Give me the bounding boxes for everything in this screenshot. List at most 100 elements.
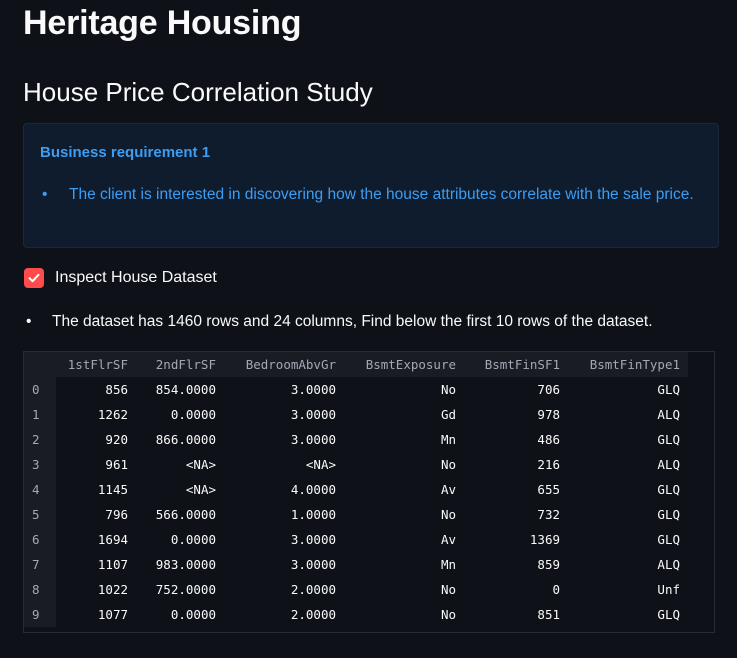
table-row: 1 1262 0.0000 3.0000 Gd 978 ALQ [24, 402, 688, 427]
table-cell[interactable]: 3.0000 [290, 432, 336, 447]
table-cell[interactable]: GLQ [657, 382, 680, 397]
row-index: 7 [24, 552, 56, 577]
table-row: 4 1145 <NA> 4.0000 Av 655 GLQ [24, 477, 688, 502]
info-box-list-item: • The client is interested in discoverin… [40, 182, 700, 207]
table-cell[interactable]: ALQ [657, 557, 680, 572]
table-corner-cell [24, 352, 56, 377]
row-index: 6 [24, 527, 56, 552]
table-cell[interactable]: ALQ [657, 457, 680, 472]
table-cell[interactable]: 732 [537, 507, 560, 522]
table-cell[interactable]: Av [440, 532, 456, 547]
table-cell[interactable]: Gd [440, 407, 456, 422]
table-cell[interactable]: 1077 [97, 607, 128, 622]
table-cell[interactable]: 752.0000 [155, 582, 216, 597]
table-cell[interactable]: Unf [657, 582, 680, 597]
inspect-dataset-checkbox[interactable]: Inspect House Dataset [24, 266, 217, 290]
table-row: 9 1077 0.0000 2.0000 No 851 GLQ [24, 602, 688, 627]
table-cell[interactable]: 1369 [529, 532, 560, 547]
table-cell[interactable]: 1694 [97, 532, 128, 547]
page-title: House Price Correlation Study [23, 77, 373, 107]
app-title: Heritage Housing [23, 4, 302, 42]
table-row: 5 796 566.0000 1.0000 No 732 GLQ [24, 502, 688, 527]
table-cell[interactable]: Mn [440, 557, 456, 572]
row-index: 2 [24, 427, 56, 452]
table-cell[interactable]: GLQ [657, 532, 680, 547]
dataset-description-text: The dataset has 1460 rows and 24 columns… [52, 313, 653, 330]
row-index: 4 [24, 477, 56, 502]
table-cell[interactable]: 0.0000 [170, 607, 216, 622]
table-cell[interactable]: 2.0000 [290, 607, 336, 622]
table-cell[interactable]: 3.0000 [290, 407, 336, 422]
table-cell[interactable]: GLQ [657, 432, 680, 447]
dataframe-table[interactable]: 1stFlrSF 2ndFlrSF BedroomAbvGr BsmtExpos… [23, 351, 715, 633]
table-cell[interactable]: 978 [537, 407, 560, 422]
info-box-heading: Business requirement 1 [40, 144, 211, 161]
table-cell[interactable]: 0.0000 [170, 407, 216, 422]
table-cell[interactable]: GLQ [657, 607, 680, 622]
table-cell[interactable]: 216 [537, 457, 560, 472]
table-cell[interactable]: Mn [440, 432, 456, 447]
row-index: 5 [24, 502, 56, 527]
table-row: 0 856 854.0000 3.0000 No 706 GLQ [24, 377, 688, 402]
table-cell[interactable]: 1.0000 [290, 507, 336, 522]
column-header[interactable]: BsmtFinSF1 [464, 352, 568, 377]
table-cell[interactable]: GLQ [657, 482, 680, 497]
table-cell[interactable]: 854.0000 [155, 382, 216, 397]
table-cell[interactable]: No [440, 607, 456, 622]
table-cell[interactable]: 983.0000 [155, 557, 216, 572]
table-cell[interactable]: 706 [537, 382, 560, 397]
table-cell[interactable]: Av [440, 482, 456, 497]
table-cell[interactable]: 961 [105, 457, 128, 472]
table-cell[interactable]: 796 [105, 507, 128, 522]
table-cell[interactable]: 486 [537, 432, 560, 447]
column-header[interactable]: 1stFlrSF [56, 352, 136, 377]
dataset-description-item: • The dataset has 1460 rows and 24 colum… [23, 311, 653, 333]
checkbox-box[interactable] [24, 268, 44, 288]
table-cell[interactable]: <NA> [185, 457, 216, 472]
table-cell[interactable]: 0.0000 [170, 532, 216, 547]
table-cell[interactable]: No [440, 582, 456, 597]
table-cell[interactable]: 1107 [97, 557, 128, 572]
table-cell[interactable]: 4.0000 [290, 482, 336, 497]
table-cell[interactable]: <NA> [305, 457, 336, 472]
table-cell[interactable]: No [440, 457, 456, 472]
table-cell[interactable]: 2.0000 [290, 582, 336, 597]
table-cell[interactable]: ALQ [657, 407, 680, 422]
table-cell[interactable]: 3.0000 [290, 557, 336, 572]
table-row: 7 1107 983.0000 3.0000 Mn 859 ALQ [24, 552, 688, 577]
row-index: 8 [24, 577, 56, 602]
info-box-list-item-text: The client is interested in discovering … [69, 186, 694, 203]
table-cell[interactable]: <NA> [185, 482, 216, 497]
table-cell[interactable]: 566.0000 [155, 507, 216, 522]
table-header-row: 1stFlrSF 2ndFlrSF BedroomAbvGr BsmtExpos… [24, 352, 688, 377]
column-header[interactable]: BedroomAbvGr [224, 352, 344, 377]
table-cell[interactable]: 1145 [97, 482, 128, 497]
table-cell[interactable]: 1262 [97, 407, 128, 422]
info-box-list: • The client is interested in discoverin… [40, 182, 700, 207]
table-cell[interactable]: GLQ [657, 507, 680, 522]
checkbox-label[interactable]: Inspect House Dataset [55, 269, 217, 286]
table-cell[interactable]: 3.0000 [290, 532, 336, 547]
table-cell[interactable]: 851 [537, 607, 560, 622]
table-cell[interactable]: 0 [552, 582, 560, 597]
dataset-description-list: • The dataset has 1460 rows and 24 colum… [23, 311, 653, 333]
table-cell[interactable]: 1022 [97, 582, 128, 597]
business-requirement-info-box: Business requirement 1 • The client is i… [23, 123, 719, 248]
table-cell[interactable]: 866.0000 [155, 432, 216, 447]
table-cell[interactable]: 655 [537, 482, 560, 497]
row-index: 9 [24, 602, 56, 627]
table-cell[interactable]: No [440, 382, 456, 397]
table-cell[interactable]: 3.0000 [290, 382, 336, 397]
table-cell[interactable]: 859 [537, 557, 560, 572]
table-cell[interactable]: No [440, 507, 456, 522]
table-cell[interactable]: 920 [105, 432, 128, 447]
bullet-icon: • [42, 186, 48, 203]
checkmark-icon [28, 273, 40, 283]
bullet-icon: • [26, 313, 32, 330]
column-header[interactable]: BsmtFinType1 [568, 352, 688, 377]
column-header[interactable]: 2ndFlrSF [136, 352, 224, 377]
row-index: 3 [24, 452, 56, 477]
table-cell[interactable]: 856 [105, 382, 128, 397]
column-header[interactable]: BsmtExposure [344, 352, 464, 377]
